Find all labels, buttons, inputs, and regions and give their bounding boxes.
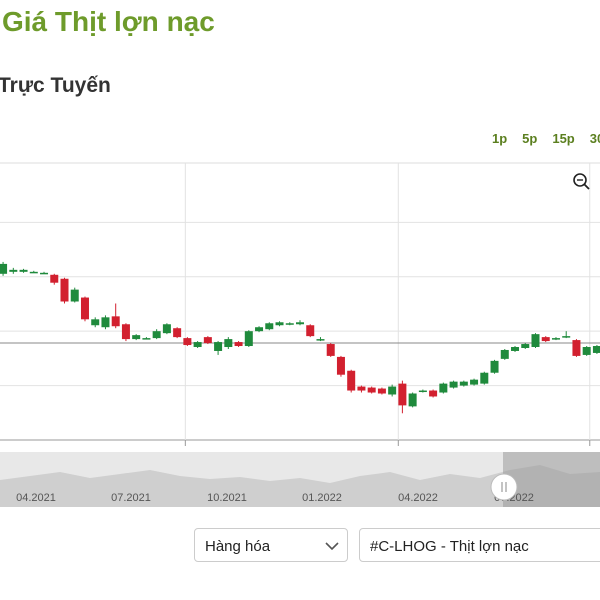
candle-body xyxy=(101,317,110,328)
candle-body xyxy=(183,338,192,346)
candle-body xyxy=(377,388,386,394)
candle-body xyxy=(224,339,233,348)
candle-body xyxy=(234,342,243,347)
candle-body xyxy=(480,372,489,384)
candle-body xyxy=(275,322,284,326)
candle-body xyxy=(19,269,28,272)
candle-body xyxy=(408,393,417,407)
candle-body xyxy=(470,379,479,385)
candle-body xyxy=(121,324,130,340)
section-title: Trực Tuyến xyxy=(0,74,111,97)
candle-body xyxy=(142,338,151,340)
select-text: Hàng hóa xyxy=(205,538,271,555)
navigator-selection[interactable] xyxy=(503,452,600,507)
candle-body xyxy=(357,386,366,391)
candle-body xyxy=(541,337,550,342)
candle-body xyxy=(439,383,448,393)
zoom-button[interactable] xyxy=(573,173,590,190)
period-button[interactable]: 1p xyxy=(492,131,508,146)
candle-body xyxy=(203,337,212,344)
candle-body xyxy=(326,344,335,356)
candle-body xyxy=(132,335,141,340)
candle-body xyxy=(9,269,18,272)
candle-body xyxy=(572,340,581,356)
candle-body xyxy=(255,327,264,332)
candle-body xyxy=(388,386,397,395)
navigator-label: 04.2022 xyxy=(398,492,438,504)
navigator-label: 04.2021 xyxy=(16,492,56,504)
candle-body xyxy=(459,381,468,386)
candle-body xyxy=(91,319,100,326)
candle-body xyxy=(0,263,8,274)
chevron xyxy=(325,542,339,551)
candle-body xyxy=(562,336,571,338)
candle-body xyxy=(193,342,202,348)
period-buttons: 1p 5p 15p 30p xyxy=(492,131,600,146)
navigator: 04.2021 07.2021 10.2021 01.2022 04.2022 07.20… xyxy=(0,452,600,507)
candle-body xyxy=(367,387,376,393)
chart: 09.202210.202211.2022 04.202107.202110.2… xyxy=(0,162,600,507)
candle-body xyxy=(29,271,38,274)
period-button[interactable]: 15p xyxy=(552,131,575,146)
candle-body xyxy=(306,325,315,337)
navigator-label: 07.2021 xyxy=(111,492,151,504)
candle-body xyxy=(173,328,182,338)
candle-body xyxy=(490,360,499,373)
period-button[interactable]: 30p xyxy=(589,131,600,146)
candle-body xyxy=(347,370,356,391)
candle-body xyxy=(265,323,274,330)
candle-body xyxy=(429,390,438,397)
candle-body xyxy=(152,331,161,339)
candle-body xyxy=(162,324,171,334)
candle-body xyxy=(398,383,407,406)
candle-body xyxy=(582,347,591,355)
candle-body xyxy=(418,390,427,393)
candle-body xyxy=(70,289,79,302)
candle-body xyxy=(551,338,560,340)
candle-body xyxy=(111,316,120,327)
candle-body xyxy=(521,344,530,348)
select-text: #C-LHOG - Thịt lợn nạc xyxy=(370,538,529,555)
candle-body xyxy=(500,349,509,359)
zoom-icon xyxy=(583,183,590,190)
period-button[interactable]: 5p xyxy=(522,131,538,146)
navigator-label: 10.2021 xyxy=(207,492,247,504)
candle-body xyxy=(214,342,223,351)
candle-body xyxy=(296,322,304,325)
candle-body xyxy=(336,356,345,375)
navigator-label: 01.2022 xyxy=(302,492,342,504)
candle-body xyxy=(531,334,540,348)
candle-body xyxy=(40,272,49,275)
candle-body xyxy=(244,331,253,347)
candle-body xyxy=(80,297,89,320)
zoom-icon xyxy=(573,173,587,187)
candle-body xyxy=(449,381,458,388)
navigator-handle[interactable] xyxy=(490,473,518,501)
candle-body xyxy=(316,339,325,341)
page-title: Giá Thịt lợn nạc xyxy=(2,6,215,37)
candle-body xyxy=(592,346,600,353)
navigator-area xyxy=(0,465,600,507)
category-select[interactable]: Hàng hóa xyxy=(194,528,348,562)
candle-body xyxy=(50,274,59,283)
candle-body xyxy=(511,347,520,351)
candle-body xyxy=(285,323,294,325)
symbol-select[interactable]: #C-LHOG - Thịt lợn nạc xyxy=(359,528,600,562)
candle-body xyxy=(60,278,69,302)
